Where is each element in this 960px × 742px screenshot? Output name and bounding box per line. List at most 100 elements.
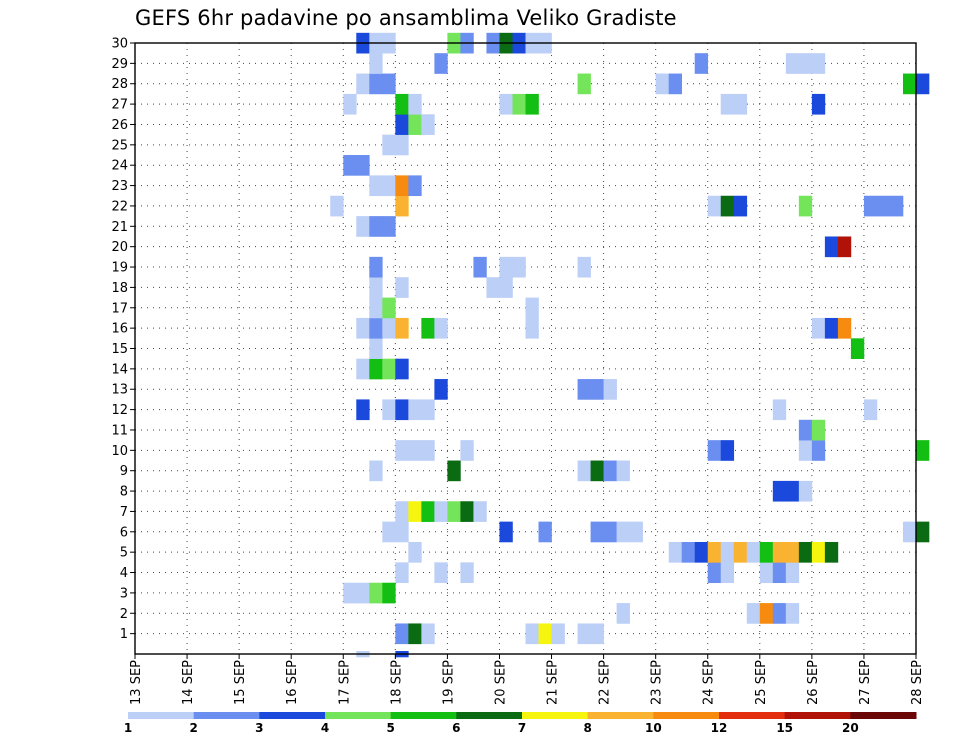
x-tick-label: 21 SEP: [546, 660, 561, 705]
heatmap-cell: [382, 175, 396, 197]
heatmap-cell: [785, 603, 800, 624]
heatmap-cell: [421, 114, 435, 135]
heatmap-cell: [395, 562, 409, 584]
y-tick-label: 27: [111, 98, 128, 113]
heatmap-cell: [772, 603, 787, 624]
heatmap-cell: [824, 317, 839, 339]
heatmap-cell: [447, 460, 461, 482]
heatmap-cell: [408, 440, 422, 461]
heatmap-cell: [837, 236, 852, 258]
heatmap-cell: [590, 521, 604, 543]
heatmap-cell: [733, 93, 748, 115]
heatmap-cell: [408, 114, 422, 135]
heatmap-cell: [655, 73, 669, 95]
x-tick-label: 13 SEP: [129, 660, 144, 705]
heatmap-cell: [577, 256, 591, 278]
legend-swatch: [128, 712, 195, 719]
heatmap-cell: [421, 440, 435, 461]
heatmap-cell: [772, 480, 787, 502]
heatmap-cell: [916, 73, 930, 95]
y-tick-label: 6: [120, 525, 128, 540]
heatmap-cell: [746, 541, 761, 563]
y-tick-label: 11: [111, 423, 128, 438]
x-tick-label: 24 SEP: [702, 660, 717, 705]
heatmap-cell: [720, 195, 735, 217]
y-tick-label: 1: [120, 627, 128, 642]
y-tick-label: 3: [120, 586, 128, 601]
x-tick-label: 16 SEP: [285, 660, 300, 705]
heatmap-cell: [343, 155, 357, 176]
y-tick-label: 10: [111, 444, 128, 459]
heatmap-cell: [395, 317, 409, 339]
heatmap-cell: [824, 541, 839, 563]
heatmap-cell: [382, 521, 396, 543]
heatmap-cell: [395, 501, 409, 522]
heatmap-cell: [798, 53, 813, 74]
heatmap-cell: [499, 521, 513, 543]
heatmap-cell: [629, 521, 643, 543]
heatmap-cell: [707, 541, 722, 563]
heatmap-cell: [707, 440, 722, 461]
y-tick-label: 18: [111, 281, 128, 296]
heatmap-cell: [369, 53, 383, 74]
heatmap-cell: [434, 53, 448, 74]
heatmap-cell: [551, 623, 565, 645]
heatmap-cell: [798, 541, 813, 563]
heatmap-cell: [369, 216, 383, 237]
legend-swatch: [587, 712, 654, 719]
heatmap-cell: [382, 358, 396, 380]
heatmap-cell: [421, 501, 435, 522]
y-tick-label: 12: [111, 403, 128, 418]
x-tick-label: 14 SEP: [181, 660, 196, 705]
legend-swatch: [259, 712, 326, 719]
heatmap-cell: [538, 521, 552, 543]
heatmap-cell: [733, 541, 748, 563]
heatmap-cell: [694, 541, 709, 563]
heatmap-cell: [369, 297, 383, 319]
heatmap-cell: [395, 114, 409, 135]
heatmap-cell: [538, 623, 552, 645]
color-legend: 1 2 3 4 5 6 7 8 10 12 15 20: [124, 712, 917, 735]
heatmap-cell: [408, 501, 422, 522]
heatmap-cell: [616, 460, 630, 482]
heatmap-cell: [603, 521, 617, 543]
y-tick-label: 17: [111, 301, 128, 316]
heatmap-cells: [330, 32, 930, 658]
heatmap-cell: [720, 562, 735, 584]
legend-swatch: [850, 712, 917, 719]
heatmap-cell: [824, 236, 839, 258]
heatmap-cell: [759, 603, 774, 624]
heatmap-cell: [512, 93, 526, 115]
legend-label: 20: [842, 721, 859, 735]
heatmap-cell: [616, 521, 630, 543]
heatmap-cell: [746, 603, 761, 624]
heatmap-cell: [616, 603, 630, 624]
legend-label: 15: [776, 721, 793, 735]
heatmap-cell: [772, 562, 787, 584]
heatmap-cell: [850, 338, 865, 359]
heatmap-cell: [668, 541, 682, 563]
heatmap-cell: [434, 317, 448, 339]
heatmap-cell: [395, 521, 409, 543]
heatmap-cell: [811, 53, 826, 74]
heatmap-cell: [356, 155, 370, 176]
legend-swatch: [325, 712, 392, 719]
heatmap-cell: [356, 358, 370, 380]
legend-swatch: [719, 712, 786, 719]
heatmap-cell: [759, 562, 774, 584]
heatmap-cell: [408, 541, 422, 563]
heatmap-cell: [876, 195, 891, 217]
x-tick-label: 27 SEP: [858, 660, 873, 705]
y-tick-label: 25: [111, 138, 128, 153]
heatmap-cell: [577, 460, 591, 482]
y-tick-label: 26: [111, 118, 128, 133]
heatmap-cell: [772, 541, 787, 563]
heatmap-cell: [356, 216, 370, 237]
heatmap-cell: [577, 623, 591, 645]
heatmap-cell: [811, 440, 826, 461]
x-tick-label: 18 SEP: [389, 660, 404, 705]
legend-label: 10: [645, 721, 662, 735]
heatmap-cell: [525, 317, 539, 339]
heatmap-cell: [668, 73, 682, 95]
legend-swatch: [653, 712, 720, 719]
